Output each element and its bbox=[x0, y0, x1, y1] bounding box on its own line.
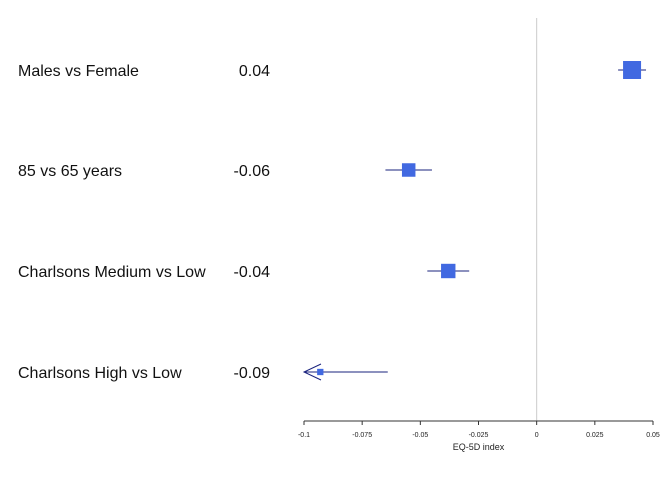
forest-row: Charlsons Medium vs Low -0.04 bbox=[18, 263, 470, 281]
point-estimate-marker bbox=[441, 263, 456, 279]
row-estimate-label: 0.04 bbox=[239, 63, 270, 80]
forest-row: Charlsons High vs Low -0.09 bbox=[18, 363, 388, 382]
x-axis-ticks: -0.1 -0.075 -0.05 -0.025 0 0.025 0.05 bbox=[298, 421, 660, 439]
row-label: Males vs Female bbox=[18, 63, 139, 80]
forest-row: Males vs Female 0.04 bbox=[18, 61, 647, 80]
row-estimate-label: -0.04 bbox=[234, 264, 271, 281]
forest-rows: Males vs Female 0.04 85 vs 65 years -0.06 Ch… bbox=[18, 61, 647, 382]
forest-row: 85 vs 65 years -0.06 bbox=[18, 163, 432, 180]
point-estimate-marker bbox=[623, 61, 642, 79]
row-estimate-label: -0.06 bbox=[234, 163, 271, 180]
x-tick-label: -0.05 bbox=[412, 432, 428, 439]
ci-arrow-left bbox=[302, 363, 322, 381]
x-tick-label: -0.1 bbox=[298, 432, 310, 439]
x-tick-label: -0.025 bbox=[469, 432, 489, 439]
x-tick-label: 0.05 bbox=[646, 432, 660, 439]
x-axis-title: EQ-5D index bbox=[453, 442, 505, 452]
x-tick-label: 0.025 bbox=[586, 432, 604, 439]
x-tick-label: 0 bbox=[535, 432, 539, 439]
x-tick-label: -0.075 bbox=[352, 432, 372, 439]
point-estimate-marker bbox=[401, 163, 416, 177]
point-estimate-marker bbox=[317, 368, 324, 376]
row-label: Charlsons High vs Low bbox=[18, 365, 182, 382]
row-estimate-label: -0.09 bbox=[234, 365, 271, 382]
row-label: Charlsons Medium vs Low bbox=[18, 264, 206, 281]
row-label: 85 vs 65 years bbox=[18, 163, 122, 180]
